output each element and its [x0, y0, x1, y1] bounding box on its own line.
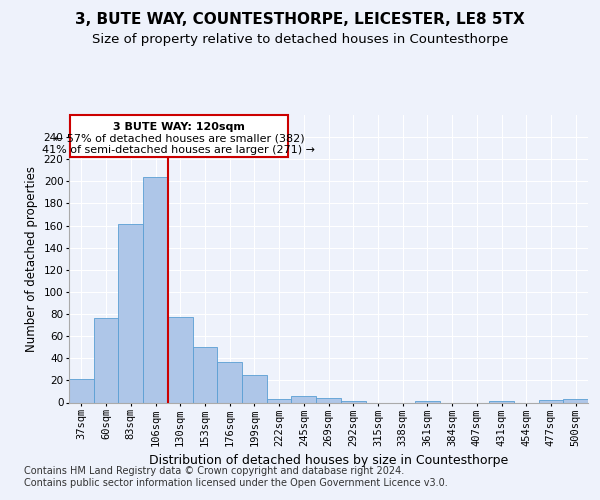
Bar: [316, 398, 341, 402]
Bar: [118, 224, 143, 402]
Y-axis label: Number of detached properties: Number of detached properties: [25, 166, 38, 352]
Bar: [193, 347, 217, 403]
Bar: [69, 380, 94, 402]
Bar: [539, 400, 563, 402]
Bar: [94, 318, 118, 402]
Text: Contains HM Land Registry data © Crown copyright and database right 2024.
Contai: Contains HM Land Registry data © Crown c…: [24, 466, 448, 487]
Bar: [217, 362, 242, 403]
Bar: [143, 177, 168, 402]
Text: 41% of semi-detached houses are larger (271) →: 41% of semi-detached houses are larger (…: [43, 146, 316, 156]
Text: Size of property relative to detached houses in Countesthorpe: Size of property relative to detached ho…: [92, 32, 508, 46]
Bar: [242, 375, 267, 402]
Text: ← 57% of detached houses are smaller (382): ← 57% of detached houses are smaller (38…: [53, 134, 304, 143]
X-axis label: Distribution of detached houses by size in Countesthorpe: Distribution of detached houses by size …: [149, 454, 508, 467]
FancyBboxPatch shape: [70, 115, 288, 157]
Bar: [563, 399, 588, 402]
Text: 3 BUTE WAY: 120sqm: 3 BUTE WAY: 120sqm: [113, 122, 245, 132]
Bar: [267, 399, 292, 402]
Bar: [168, 318, 193, 402]
Text: 3, BUTE WAY, COUNTESTHORPE, LEICESTER, LE8 5TX: 3, BUTE WAY, COUNTESTHORPE, LEICESTER, L…: [75, 12, 525, 28]
Bar: [292, 396, 316, 402]
